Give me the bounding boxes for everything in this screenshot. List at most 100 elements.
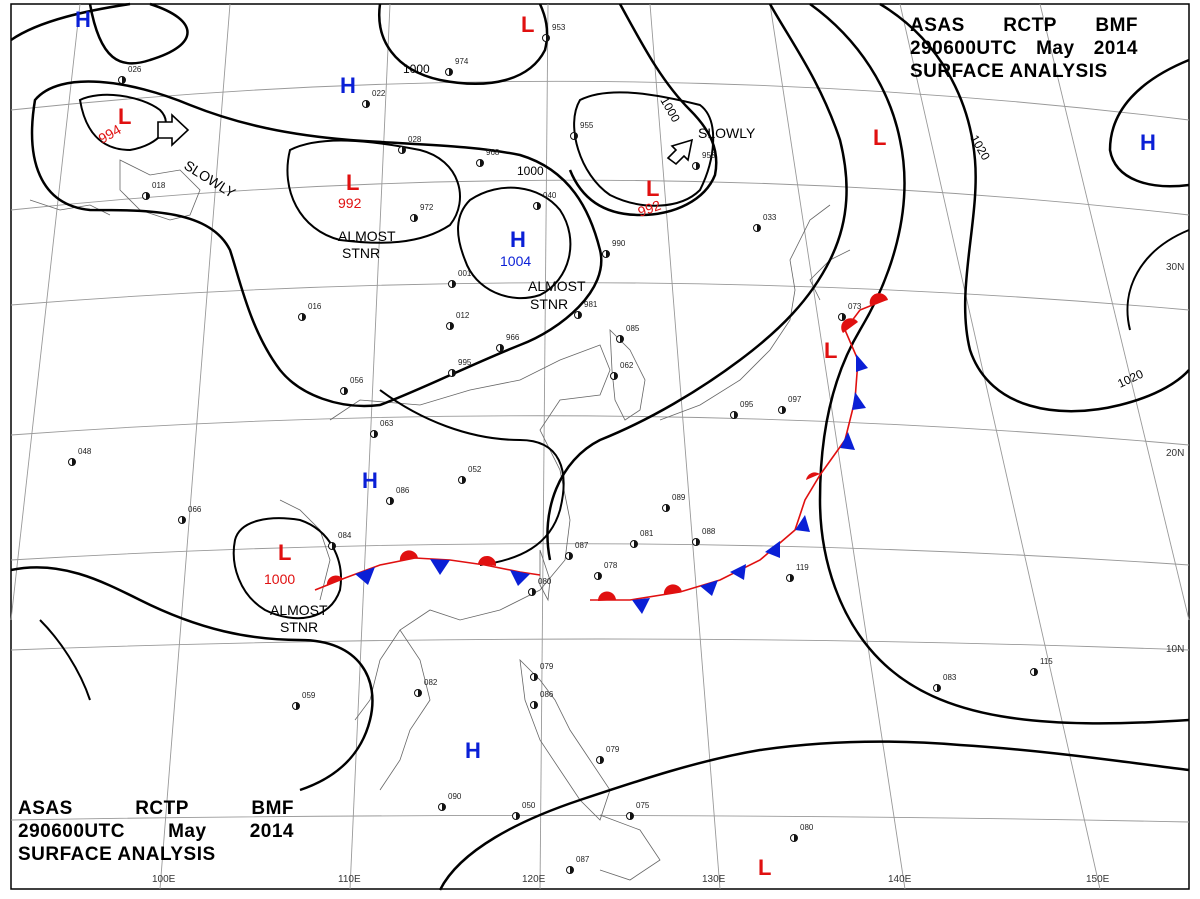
station-pressure: 079 [606,745,620,754]
japan-islands [659,204,831,421]
station-cloud-cover [574,132,578,140]
isobar-1004-center [457,186,572,300]
stationary-label: STNR [280,619,318,635]
station-cloud-cover [630,812,634,820]
warm-semicircle [326,575,343,586]
high-pressure-symbol: H [465,738,481,763]
header-month: May [1036,38,1075,59]
station-pressure: 066 [188,505,202,514]
station-pressure: 115 [1040,657,1053,666]
latitude-label: 10N [1166,644,1184,655]
isobar-1016 [809,2,1190,725]
high-pressure-symbol: H [340,73,356,98]
movement-label: SLOWLY [698,125,756,141]
header-year: 2014 [1093,38,1138,59]
lake-region [119,159,201,221]
station-cloud-cover [500,344,504,352]
station-cloud-cover [578,311,582,319]
station-cloud-cover [546,34,550,42]
station-pressure: 080 [800,823,814,832]
high-pressure-symbol: H [362,468,378,493]
lon-line-110e [349,3,391,890]
station-pressure: 079 [540,662,554,671]
station-pressure: 048 [78,447,92,456]
low-pressure-symbol: L [346,170,359,195]
station-pressure: 088 [702,527,716,536]
movement-arrows [157,113,694,166]
station-pressure: 119 [796,563,809,572]
longitude-label: 150E [1086,874,1110,885]
high-pressure-symbol: H [75,7,91,32]
isobar-1024 [1108,58,1190,188]
header-region: ASAS [910,15,965,36]
station-cloud-cover [794,834,798,842]
station-cloud-cover [418,689,422,697]
stationary-front-east [590,293,888,614]
stationary-label: ALMOST [338,228,396,244]
header-line-2: 290600UTC May 2014 [910,37,1138,60]
header-code: BMF [251,798,294,819]
station-pressure: 016 [308,302,322,311]
movement-arrow-northeast [666,138,694,166]
header-time: 290600UTC [18,821,125,842]
station-pressure: 001 [458,269,472,278]
station-pressure: 974 [455,57,469,66]
station-pressure: 059 [302,691,316,700]
station-pressure: 075 [636,801,650,810]
isobar-northwest [10,2,131,42]
station-cloud-cover [332,542,336,550]
header-line-1: ASAS RCTP BMF [910,14,1138,37]
warm-semicircle [806,472,820,480]
cold-triangle [730,564,746,580]
warm-semicircle [478,555,497,566]
isobar-north-high [88,2,189,65]
mainland-coast [329,344,611,721]
isobar-ne-fragment [1126,229,1190,331]
cold-triangle [700,580,718,596]
station-cloud-cover [537,202,541,210]
station-cloud-cover [442,803,446,811]
station-cloud-cover [696,162,700,170]
lon-line-130e [649,3,721,890]
hokkaido [809,249,851,301]
mindanao [599,814,661,881]
cold-triangle [840,432,855,450]
station-cloud-cover [480,159,484,167]
station-pressure: 097 [788,395,802,404]
isobar-label: 1000 [403,62,430,76]
cold-triangle [355,567,375,585]
longitude-label: 130E [702,874,726,885]
pressure-centers: H H H H H 1004 H L 994 L 992 L 992 L 100… [75,7,1156,880]
cold-triangle [765,541,780,558]
lat-line-50n [10,80,1190,121]
station-pressure: 073 [848,302,862,311]
philippines [519,658,611,821]
longitude-label: 100E [152,874,176,885]
header-station: RCTP [1003,15,1057,36]
station-cloud-cover [462,476,466,484]
station-cloud-cover [666,504,670,512]
isobar-1008 [379,389,565,566]
station-pressure: 972 [420,203,434,212]
warm-semicircle [841,318,858,333]
station-pressure: 026 [128,65,142,74]
station-cloud-cover [614,372,618,380]
high-pressure-value: 1004 [500,253,531,269]
lat-line-30n [10,282,1190,311]
station-pressure: 081 [640,529,654,538]
station-cloud-cover [634,540,638,548]
low-pressure-value: 992 [636,197,664,220]
lat-line-20n [10,415,1190,446]
high-pressure-symbol: H [1140,130,1156,155]
station-plot-labels: 026 953 974 022 028 968 972 040 955 953 … [78,23,1053,864]
station-cloud-cover [937,684,941,692]
station-pressure: 012 [456,311,470,320]
longitude-label: 110E [338,874,361,885]
header-year: 2014 [249,821,294,842]
station-pressure: 090 [448,792,462,801]
isobar-1020 [879,2,1190,413]
station-cloud-cover [516,812,520,820]
low-pressure-symbol: L [118,104,131,129]
